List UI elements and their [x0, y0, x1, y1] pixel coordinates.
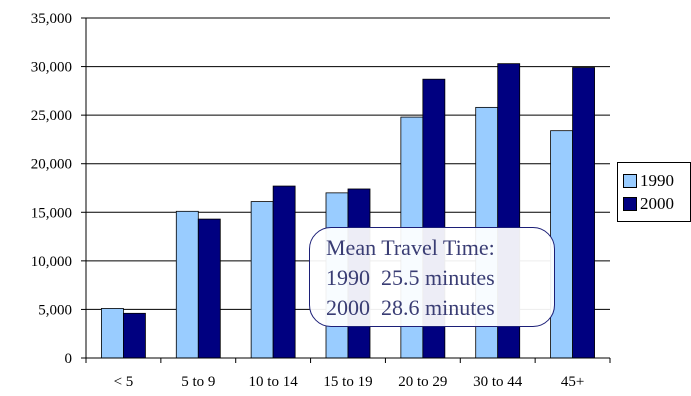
- bar-2000: [272, 185, 296, 359]
- axes: [81, 17, 611, 363]
- bar-2000: [197, 218, 221, 359]
- legend-item-1990: 1990: [623, 171, 674, 191]
- x-tick-label: 5 to 9: [181, 374, 215, 390]
- y-tick-label: 5,000: [38, 302, 72, 318]
- legend-swatch-2000: [623, 197, 637, 211]
- legend-label-1990: 1990: [640, 171, 674, 190]
- y-tick-label: 20,000: [31, 157, 72, 173]
- mean-travel-time-callout: Mean Travel Time: 1990 25.5 minutes 2000…: [309, 227, 555, 327]
- bar-1990: [175, 210, 199, 359]
- x-tick-label: 10 to 14: [249, 374, 299, 390]
- callout-line-1990: 1990 25.5 minutes: [326, 265, 495, 290]
- y-tick-label: 30,000: [31, 60, 72, 76]
- bar-1990: [101, 308, 124, 359]
- y-tick-label: 25,000: [31, 108, 72, 124]
- legend-item-2000: 2000: [623, 194, 674, 214]
- legend-label-2000: 2000: [640, 194, 674, 213]
- bar-2000: [123, 312, 146, 359]
- y-tick-label: 35,000: [31, 11, 72, 27]
- y-tick-label: 10,000: [31, 254, 72, 270]
- x-tick-labels: < 5 5 to 9 10 to 14 15 to 19 20 to 29 30 to 4…: [114, 374, 585, 390]
- y-tick-label: 0: [65, 351, 73, 367]
- x-tick-label: < 5: [114, 374, 134, 390]
- x-tick-label: 45+: [561, 374, 584, 390]
- y-tick-label: 15,000: [31, 205, 72, 221]
- y-tick-labels: 0 5,000 10,000 15,000 20,000 25,000 30,000 35,0…: [31, 11, 72, 367]
- legend-swatch-1990: [623, 174, 637, 188]
- callout-line-2000: 2000 28.6 minutes: [326, 295, 495, 320]
- bar-1990: [250, 201, 274, 359]
- callout-title: Mean Travel Time:: [326, 235, 495, 260]
- bar-2000: [572, 67, 595, 359]
- x-tick-label: 20 to 29: [398, 374, 447, 390]
- x-tick-label: 15 to 19: [323, 374, 372, 390]
- legend: 1990 2000: [617, 162, 691, 222]
- x-tick-label: 30 to 44: [473, 374, 523, 390]
